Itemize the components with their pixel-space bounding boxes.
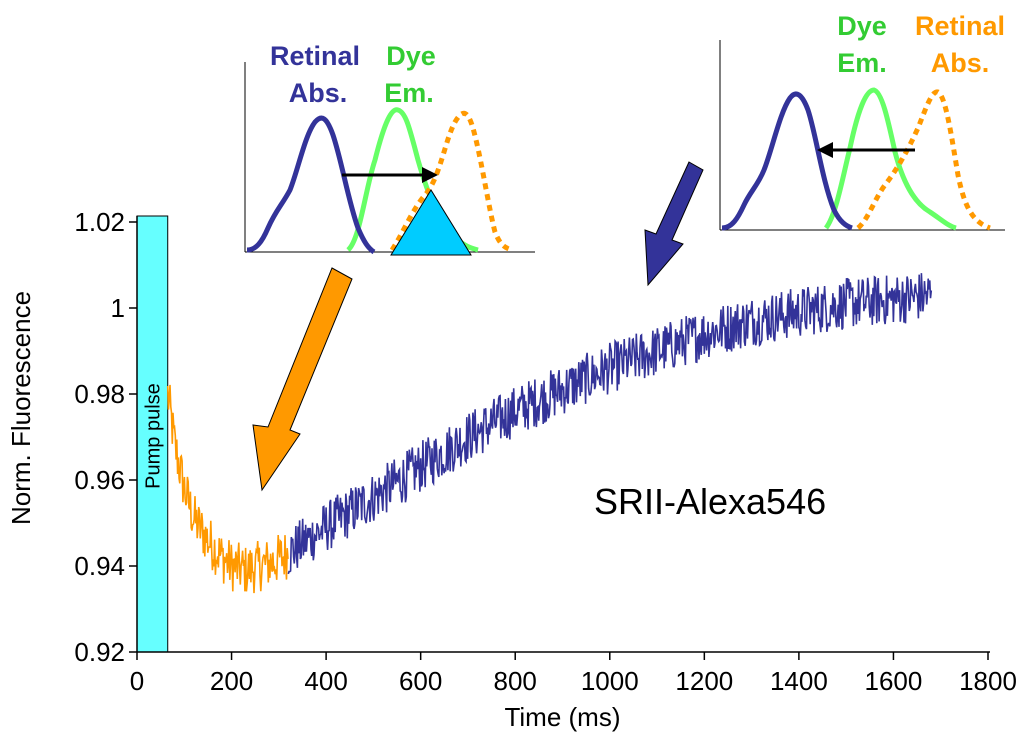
inset1-label-dye-line2: Em. (384, 78, 434, 108)
y-tick-label: 0.96 (74, 465, 125, 495)
inset2-retinal-shifted-curve (856, 89, 991, 231)
x-axis-label: Time (ms) (504, 702, 620, 732)
axes: 0 200 400 600 800 1000 1200 1400 1600 1800 0.92 0.9… (74, 207, 1017, 696)
x-tick-label: 1600 (865, 666, 923, 696)
y-tick-label: 1.02 (74, 207, 125, 237)
x-tick-label: 1000 (581, 666, 639, 696)
inset2-label-dye-line1: Dye (837, 11, 887, 41)
pump-pulse-label: Pump pulse (142, 383, 164, 489)
inset1-retinal-absorption-curve (246, 115, 376, 255)
y-tick-label: 1 (111, 293, 125, 323)
navy-pointer-arrow (644, 161, 704, 287)
x-tick-label: 600 (399, 666, 442, 696)
inset1-retinal-shifted-curve (389, 110, 513, 253)
spectral-overlap-inset-right: Dye Em. Retinal Abs. (719, 11, 1005, 231)
x-tick-label: 1400 (770, 666, 828, 696)
x-tick-label: 400 (304, 666, 347, 696)
inset2-label-retinal-line1: Retinal (915, 11, 1005, 41)
inset1-shift-arrow-head (422, 167, 438, 183)
y-tick-label: 0.94 (74, 551, 125, 581)
y-tick-label: 0.98 (74, 379, 125, 409)
x-tick-label: 0 (130, 666, 144, 696)
inset2-shift-arrow-head (817, 142, 833, 158)
sample-annotation: SRII-Alexa546 (594, 481, 826, 522)
inset2-label-retinal-line2: Abs. (931, 48, 990, 78)
series-line-0 (166, 384, 289, 594)
x-tick-label: 1800 (959, 666, 1017, 696)
inset2-retinal-absorption-curve (721, 91, 853, 231)
inset1-label-retinal-line2: Abs. (289, 78, 348, 108)
x-tick-label: 1200 (675, 666, 733, 696)
y-axis-label: Norm. Fluorescence (6, 291, 36, 525)
x-tick-label: 800 (494, 666, 537, 696)
inset1-label-retinal-line1: Retinal (270, 41, 360, 71)
inset1-excitation-triangle (390, 189, 472, 256)
pump-pulse-bar (136, 215, 169, 653)
inset2-label-dye-line2: Em. (837, 48, 887, 78)
series-line-1 (287, 273, 933, 575)
x-tick-label: 200 (210, 666, 253, 696)
y-tick-label: 0.92 (74, 637, 125, 667)
orange-pointer-arrow (252, 267, 353, 492)
inset1-label-dye-line1: Dye (386, 41, 436, 71)
data-series-layer (166, 273, 933, 594)
spectral-overlap-inset-left: Retinal Abs. Dye Em. (244, 41, 535, 256)
inset2-dye-emission-curve (823, 87, 957, 231)
